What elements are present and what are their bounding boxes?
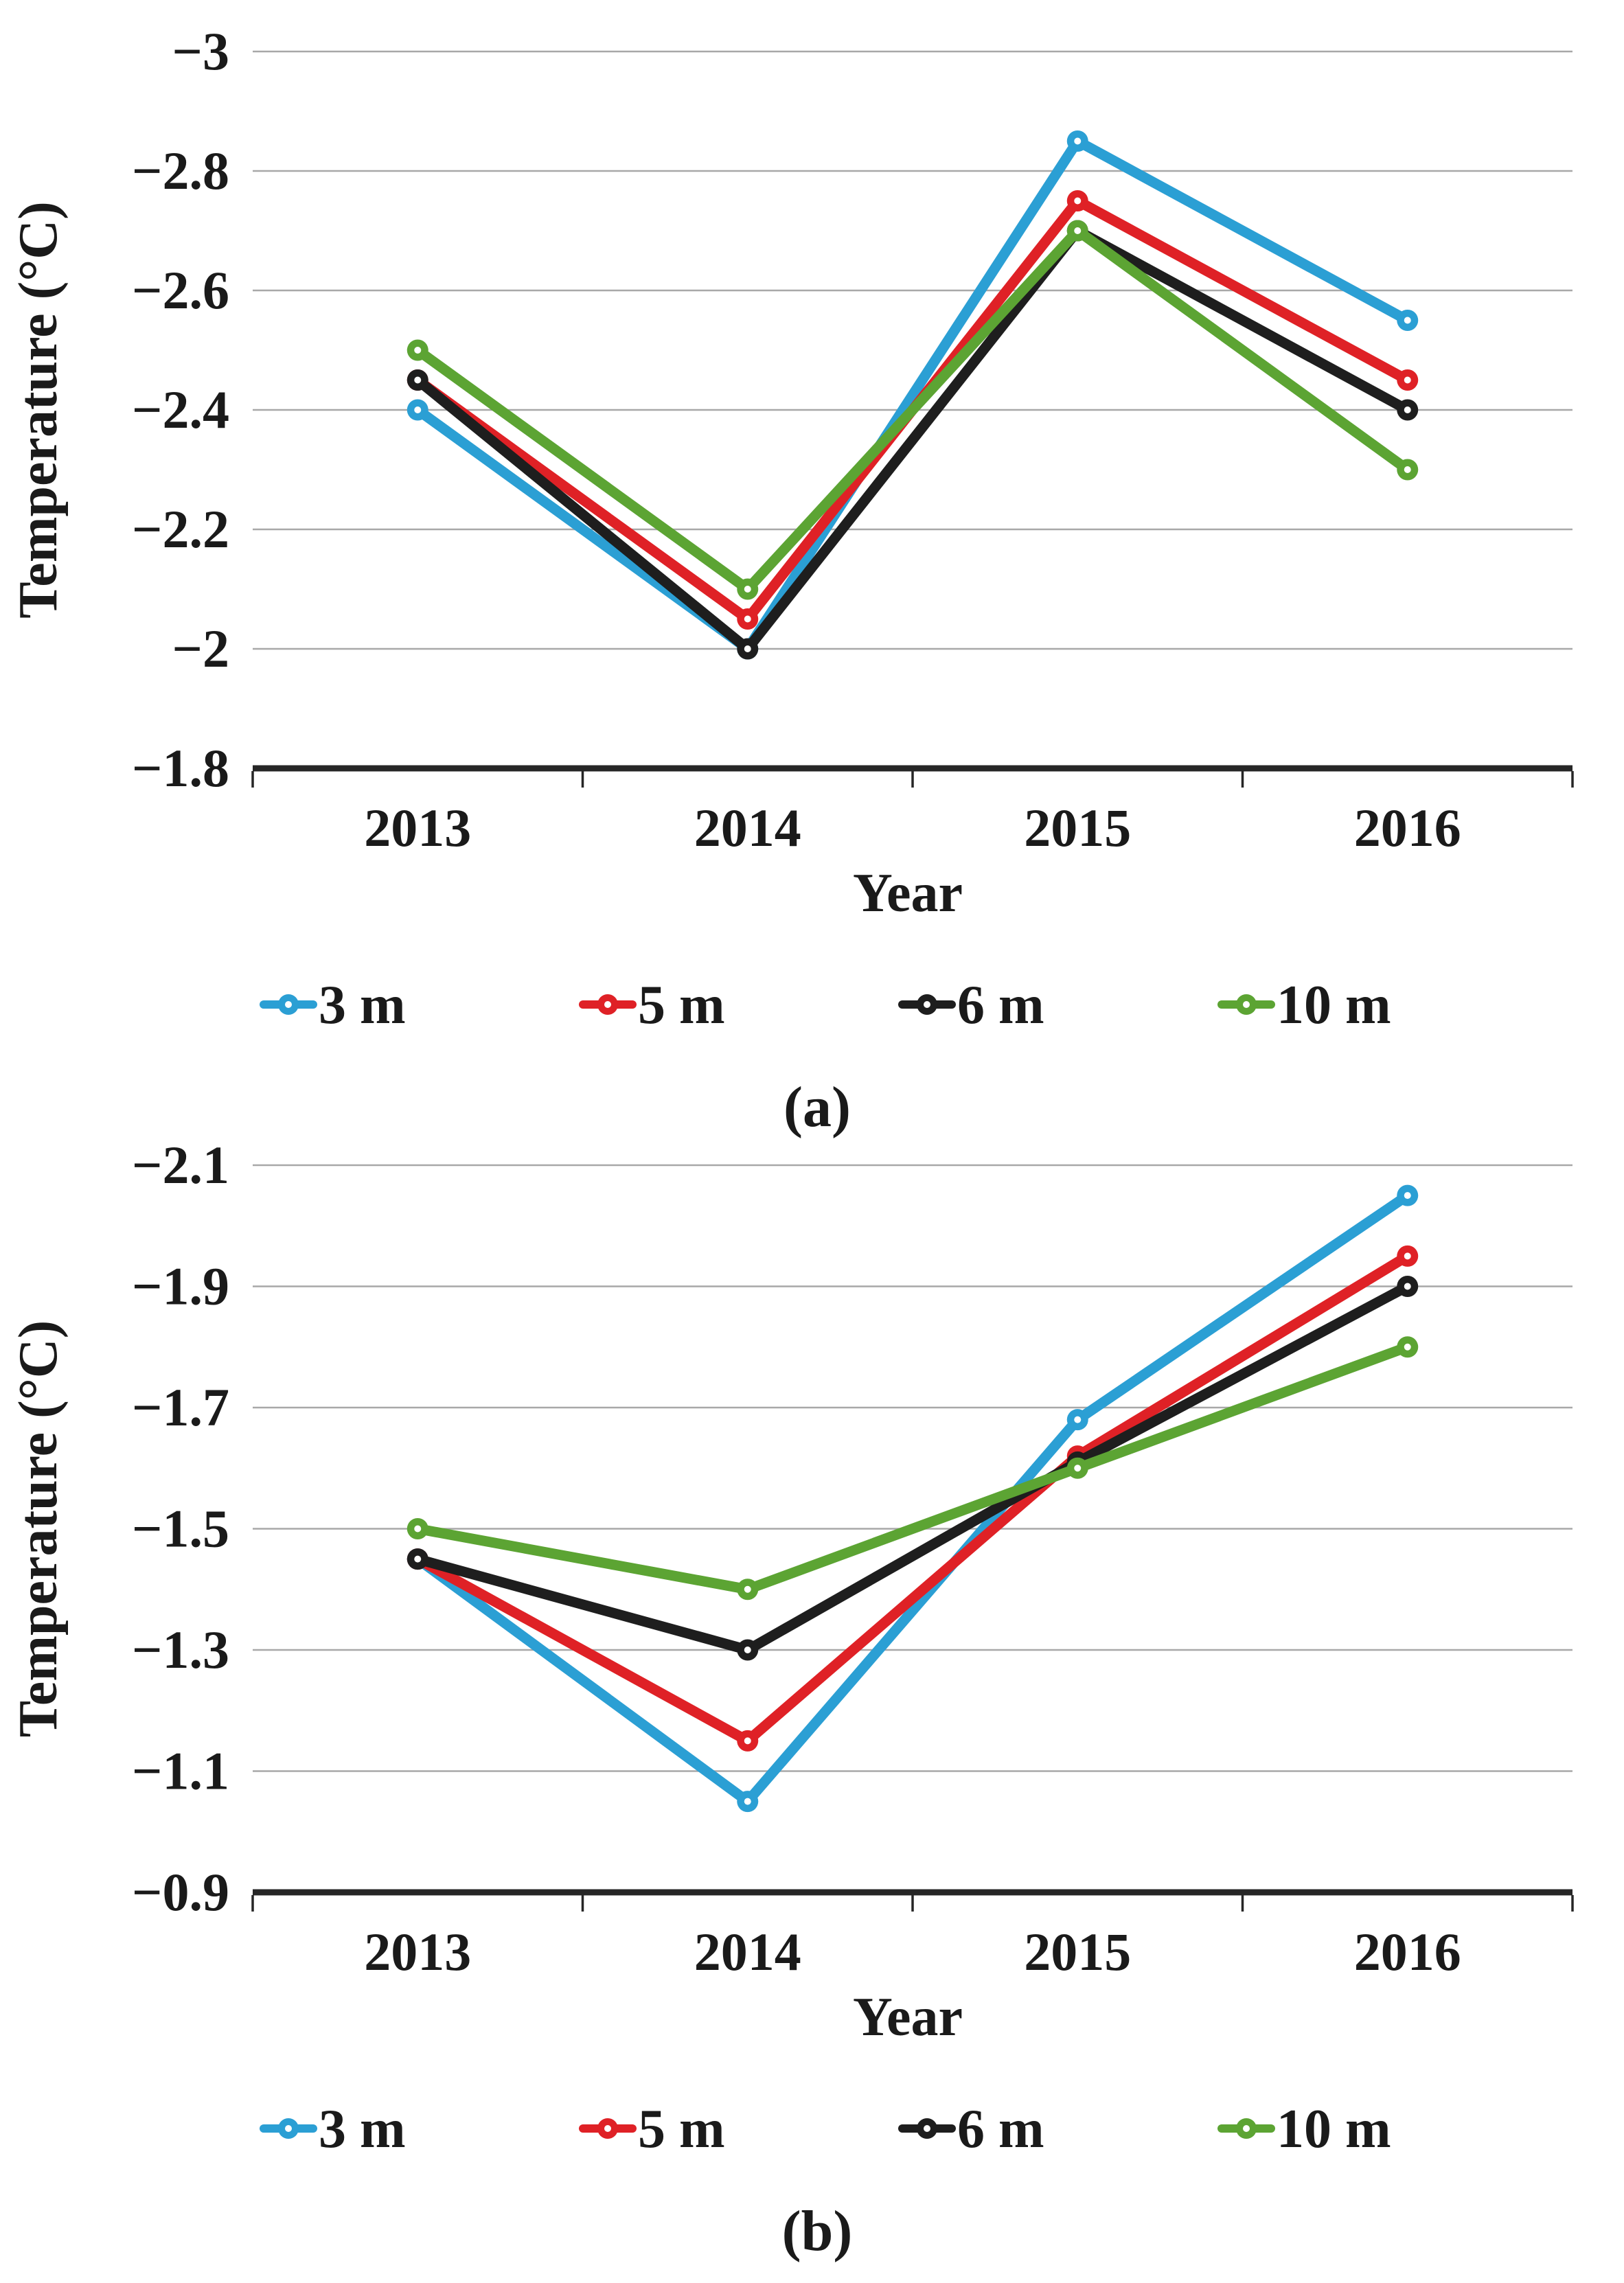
data-point-center-dot bbox=[1404, 376, 1411, 384]
chart-panel-a: −3 −2.8 −2.6 −2.4 −2.2 −2 −1.8 2013 2014 2015 2016… bbox=[0, 0, 1624, 1140]
legend-label: 6 m bbox=[957, 975, 1044, 1035]
data-point-center-dot bbox=[744, 615, 751, 623]
data-point-center-dot bbox=[1074, 137, 1082, 145]
chart-svg-b: −2.1 −1.9 −1.7 −1.5 −1.3 −1.1 −0.9 2013 2014 2015… bbox=[8, 1140, 1574, 2263]
data-point-center-dot bbox=[1074, 1416, 1082, 1423]
y-tick-label: −0.9 bbox=[132, 1862, 229, 1922]
panel-caption: (a) bbox=[784, 1075, 851, 1139]
series-line-6m bbox=[412, 225, 1413, 654]
chart-panel-b: −2.1 −1.9 −1.7 −1.5 −1.3 −1.1 −0.9 2013 2014 2015… bbox=[0, 1140, 1624, 2283]
legend-marker-center-dot bbox=[285, 1001, 292, 1008]
data-point-center-dot bbox=[414, 406, 422, 413]
y-tick-label: −2.8 bbox=[132, 141, 229, 200]
data-point-center-dot bbox=[744, 586, 751, 593]
data-point-center-dot bbox=[1074, 1465, 1082, 1472]
y-tick-label: −1.7 bbox=[132, 1377, 229, 1437]
legend-label: 6 m bbox=[957, 2099, 1044, 2159]
data-point-center-dot bbox=[414, 1525, 422, 1533]
x-tick-label: 2014 bbox=[694, 1922, 801, 1982]
data-point-center-dot bbox=[414, 376, 422, 384]
legend-label: 5 m bbox=[638, 975, 725, 1035]
panel-caption: (b) bbox=[782, 2199, 853, 2263]
series-line-5m bbox=[412, 1250, 1413, 1746]
legend-label: 5 m bbox=[638, 2099, 725, 2159]
series-line-10m bbox=[412, 225, 1413, 595]
data-point-center-dot bbox=[744, 645, 751, 652]
y-tick-label: −1.8 bbox=[132, 738, 229, 798]
x-tick-label: 2015 bbox=[1024, 798, 1131, 858]
data-point-center-dot bbox=[1074, 227, 1082, 234]
data-point-center-dot bbox=[1404, 1192, 1411, 1200]
y-tick-label: −2.6 bbox=[132, 260, 229, 320]
data-point-center-dot bbox=[1404, 406, 1411, 413]
x-tick-label: 2013 bbox=[364, 1922, 471, 1982]
legend-marker-center-dot bbox=[604, 2125, 611, 2132]
data-point-center-dot bbox=[414, 347, 422, 354]
data-point-center-dot bbox=[1404, 317, 1411, 324]
x-tick-label: 2014 bbox=[694, 798, 801, 858]
x-tick-label: 2016 bbox=[1354, 798, 1461, 858]
data-point-center-dot bbox=[1074, 197, 1082, 205]
data-point-center-dot bbox=[1404, 466, 1411, 473]
data-point-center-dot bbox=[744, 1798, 751, 1805]
data-point-center-dot bbox=[744, 1647, 751, 1653]
legend-marker-center-dot bbox=[924, 1001, 930, 1008]
y-tick-label: −1.1 bbox=[132, 1741, 229, 1801]
legend-marker-center-dot bbox=[924, 2125, 930, 2132]
data-point-center-dot bbox=[744, 1737, 751, 1745]
legend-label: 3 m bbox=[319, 2099, 406, 2159]
data-point-center-dot bbox=[1404, 1343, 1411, 1351]
legend-label: 10 m bbox=[1277, 2099, 1391, 2159]
y-tick-label: −2.2 bbox=[132, 499, 229, 559]
legend-marker-center-dot bbox=[285, 2125, 292, 2132]
legend-marker-center-dot bbox=[1243, 2125, 1250, 2132]
y-tick-label: −1.3 bbox=[132, 1620, 229, 1679]
data-point-center-dot bbox=[1404, 1283, 1411, 1290]
x-axis-title: Year bbox=[853, 863, 963, 923]
chart-svg-a: −3 −2.8 −2.6 −2.4 −2.2 −2 −1.8 2013 2014 2015 2016… bbox=[8, 21, 1574, 1139]
y-tick-label: −1.9 bbox=[132, 1257, 229, 1316]
y-tick-label: −2.4 bbox=[132, 380, 229, 439]
legend-label: 3 m bbox=[319, 975, 406, 1035]
data-point-center-dot bbox=[1404, 1252, 1411, 1260]
y-tick-label: −2 bbox=[172, 619, 229, 678]
series-line-10m bbox=[412, 1342, 1413, 1595]
series-line-3m bbox=[412, 136, 1413, 654]
x-tick-label: 2016 bbox=[1354, 1922, 1461, 1982]
legend-marker-center-dot bbox=[1243, 1001, 1250, 1008]
x-tick-label: 2015 bbox=[1024, 1922, 1131, 1982]
legend-label: 10 m bbox=[1277, 975, 1391, 1035]
data-point-center-dot bbox=[744, 1585, 751, 1593]
data-point-center-dot bbox=[414, 1555, 422, 1563]
x-axis-title: Year bbox=[853, 1987, 963, 2047]
y-axis-title: Temperature (°C) bbox=[8, 201, 69, 618]
y-tick-label: −1.5 bbox=[132, 1499, 229, 1559]
legend-marker-center-dot bbox=[604, 1001, 611, 1008]
y-tick-label: −2.1 bbox=[132, 1140, 229, 1195]
y-tick-label: −3 bbox=[172, 21, 229, 81]
x-tick-label: 2013 bbox=[364, 798, 471, 858]
series-line-6m bbox=[412, 1281, 1413, 1655]
series-line-3m bbox=[412, 1190, 1413, 1807]
y-axis-title: Temperature (°C) bbox=[8, 1320, 69, 1737]
